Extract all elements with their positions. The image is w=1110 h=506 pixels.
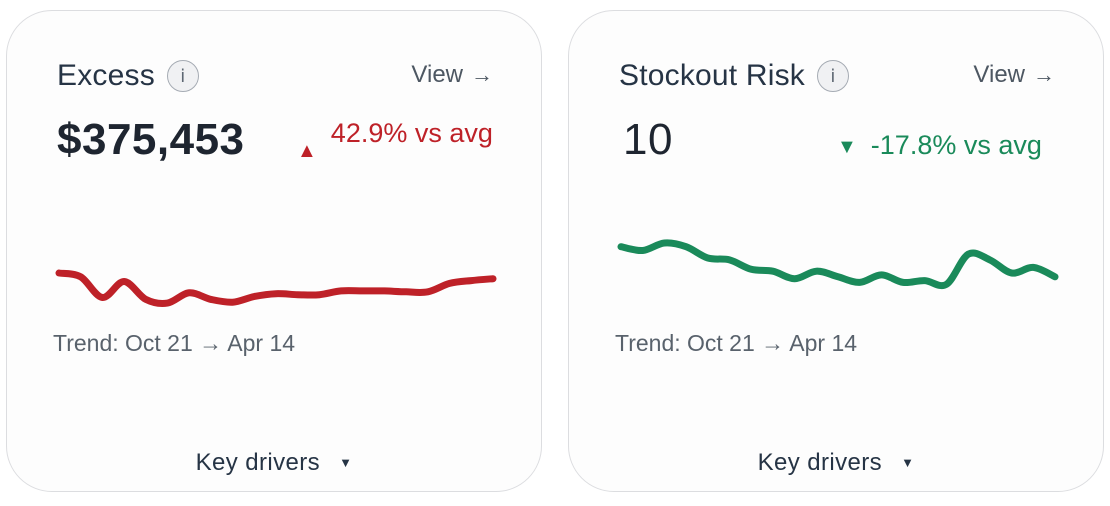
arrow-right-icon[interactable]: → bbox=[471, 62, 493, 87]
arrow-right-icon[interactable]: → bbox=[1033, 62, 1055, 87]
key-drivers-label[interactable]: Key drivers bbox=[195, 449, 321, 476]
title-text: Excess bbox=[57, 59, 155, 92]
title-text: Stockout Risk bbox=[619, 59, 805, 92]
excess-card: Excess i View → $375,453 ▲ 42.9% vs avg … bbox=[6, 10, 542, 492]
trend-label: Trend: Oct 21 → Apr 14 bbox=[53, 330, 296, 356]
info-icon[interactable]: i bbox=[817, 60, 849, 92]
metric-value: $375,453 bbox=[57, 115, 245, 164]
triangle-down-icon: ▼ bbox=[837, 136, 857, 158]
key-drivers-toggle[interactable]: Key drivers ▼ bbox=[569, 449, 1103, 477]
key-drivers-label[interactable]: Key drivers bbox=[757, 449, 883, 476]
view-label[interactable]: View bbox=[973, 61, 1025, 88]
view-link[interactable]: View → bbox=[973, 61, 1055, 89]
card-title: Stockout Risk i bbox=[619, 59, 849, 93]
info-icon[interactable]: i bbox=[166, 60, 199, 92]
stockout-risk-card: Stockout Risk i View → 10 ▼ -17.8% vs av… bbox=[568, 10, 1104, 492]
sparkline-chart bbox=[55, 269, 497, 307]
sparkline-line bbox=[55, 269, 497, 307]
triangle-up-icon: ▲ bbox=[297, 140, 317, 162]
delta-indicator: ▲ 42.9% vs avg bbox=[297, 119, 497, 165]
trend-label: Trend: Oct 21 → Apr 14 bbox=[615, 330, 858, 356]
metric-value: 10 bbox=[623, 115, 673, 164]
delta-text: -17.8% vs avg bbox=[870, 130, 1042, 160]
caret-down-icon[interactable]: ▼ bbox=[339, 455, 353, 470]
sparkline-line bbox=[617, 239, 1059, 290]
view-label[interactable]: View bbox=[411, 61, 463, 88]
delta-indicator: ▼ -17.8% vs avg bbox=[837, 131, 1042, 161]
delta-text: 42.9% vs avg bbox=[330, 118, 493, 148]
card-title: Excess i bbox=[57, 59, 199, 93]
caret-down-icon[interactable]: ▼ bbox=[901, 455, 915, 470]
sparkline-chart bbox=[617, 239, 1059, 290]
key-drivers-toggle[interactable]: Key drivers ▼ bbox=[7, 449, 541, 477]
view-link[interactable]: View → bbox=[411, 61, 493, 89]
